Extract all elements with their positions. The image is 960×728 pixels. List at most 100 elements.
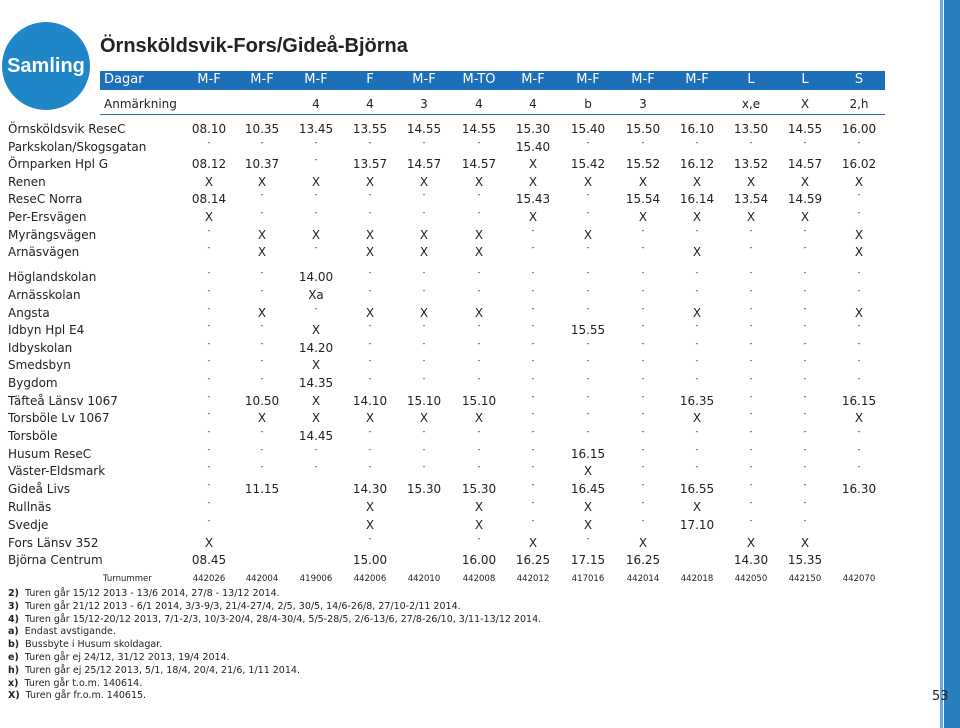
no-stop-mark: - [531, 339, 535, 348]
no-stop-mark: - [586, 409, 590, 418]
samling-badge: Samling [2, 22, 90, 110]
no-stop-mark: - [422, 427, 426, 436]
no-stop-mark: - [586, 268, 590, 277]
departure-time: 13.57 [352, 157, 388, 171]
departure-time: X [583, 500, 593, 514]
departure-time: X [638, 210, 648, 224]
footnote-text: Bussbyte i Husum skoldagar. [25, 639, 163, 651]
no-stop-mark: - [477, 321, 481, 330]
page-edge-bar [944, 0, 960, 728]
stop-name: Arnäsvägen [8, 245, 80, 259]
departure-time: 08.14 [191, 192, 227, 206]
no-stop-mark: - [531, 243, 535, 252]
departure-time: 16.55 [679, 482, 715, 496]
no-stop-mark: - [422, 356, 426, 365]
no-stop-mark: - [586, 534, 590, 543]
stop-name: Svedje [8, 518, 49, 532]
no-stop-mark: - [641, 427, 645, 436]
no-stop-mark: - [314, 243, 318, 252]
departure-time: X [474, 306, 484, 320]
departure-time: 16.25 [515, 553, 551, 567]
no-stop-mark: - [260, 374, 264, 383]
turnummer-label: Turnummer [103, 574, 152, 584]
no-stop-mark: - [749, 516, 753, 525]
no-stop-mark: - [803, 480, 807, 489]
day-header: S [854, 72, 864, 87]
departure-time: 15.30 [461, 482, 497, 496]
departure-time: 14.30 [733, 553, 769, 567]
no-stop-mark: - [368, 462, 372, 471]
remark-header: b [584, 97, 592, 111]
departure-time: X [800, 175, 810, 189]
no-stop-mark: - [749, 409, 753, 418]
footnote: x) Turen går t.o.m. 140614. [8, 678, 142, 690]
footnote-text: Turen går 21/12 2013 - 6/1 2014, 3/3-9/3… [24, 600, 461, 612]
no-stop-mark: - [857, 286, 861, 295]
departure-time: X [419, 175, 429, 189]
no-stop-mark: - [586, 392, 590, 401]
no-stop-mark: - [803, 268, 807, 277]
departure-time: 14.55 [461, 122, 497, 136]
departure-time: X [365, 306, 375, 320]
no-stop-mark: - [586, 374, 590, 383]
no-stop-mark: - [531, 321, 535, 330]
no-stop-mark: - [260, 321, 264, 330]
departure-time: 14.57 [787, 157, 823, 171]
footnote-key: x) [8, 677, 19, 689]
no-stop-mark: - [477, 339, 481, 348]
no-stop-mark: - [422, 339, 426, 348]
departure-time: X [692, 411, 702, 425]
no-stop-mark: - [368, 427, 372, 436]
departure-time: 13.55 [352, 122, 388, 136]
departure-time: X [474, 245, 484, 259]
no-stop-mark: - [260, 190, 264, 199]
stop-name: Renen [8, 175, 46, 189]
no-stop-mark: - [586, 286, 590, 295]
departure-time: X [365, 518, 375, 532]
departure-time: 15.52 [625, 157, 661, 171]
departure-time: 14.10 [352, 394, 388, 408]
no-stop-mark: - [422, 286, 426, 295]
no-stop-mark: - [749, 462, 753, 471]
footnote-key: 2) [8, 588, 19, 599]
departure-time: X [692, 245, 702, 259]
no-stop-mark: - [422, 138, 426, 147]
no-stop-mark: - [477, 208, 481, 217]
no-stop-mark: - [477, 138, 481, 147]
departure-time: 16.14 [679, 192, 715, 206]
no-stop-mark: - [531, 356, 535, 365]
footnote: 4) Turen går 15/12-20/12 2013, 7/1-2/3, 1… [8, 614, 541, 626]
trip-number: 417016 [571, 574, 605, 584]
footnote-key: 4) [8, 613, 19, 625]
no-stop-mark: - [586, 208, 590, 217]
no-stop-mark: - [695, 374, 699, 383]
trip-number: 442010 [407, 574, 441, 584]
departure-time: X [854, 411, 864, 425]
stop-name: Örnsköldsvik ReseC [8, 122, 126, 136]
departure-time: X [257, 175, 267, 189]
no-stop-mark: - [531, 286, 535, 295]
no-stop-mark: - [531, 392, 535, 401]
departure-time: 10.50 [244, 394, 280, 408]
no-stop-mark: - [641, 374, 645, 383]
no-stop-mark: - [749, 321, 753, 330]
no-stop-mark: - [749, 243, 753, 252]
no-stop-mark: - [857, 427, 861, 436]
no-stop-mark: - [803, 427, 807, 436]
no-stop-mark: - [207, 445, 211, 454]
departure-time: 14.00 [298, 270, 334, 284]
badge-label: Samling [7, 54, 85, 77]
no-stop-mark: - [314, 208, 318, 217]
no-stop-mark: - [531, 516, 535, 525]
no-stop-mark: - [695, 462, 699, 471]
departure-time: X [800, 210, 810, 224]
remarks-row [100, 93, 885, 115]
no-stop-mark: - [803, 286, 807, 295]
trip-number: 442150 [788, 574, 822, 584]
departure-time: X [311, 411, 321, 425]
departure-time: 15.30 [515, 122, 551, 136]
no-stop-mark: - [695, 226, 699, 235]
no-stop-mark: - [749, 480, 753, 489]
footnote-text: Turen går 15/12 2013 - 13/6 2014, 27/8 -… [24, 588, 280, 599]
no-stop-mark: - [695, 427, 699, 436]
